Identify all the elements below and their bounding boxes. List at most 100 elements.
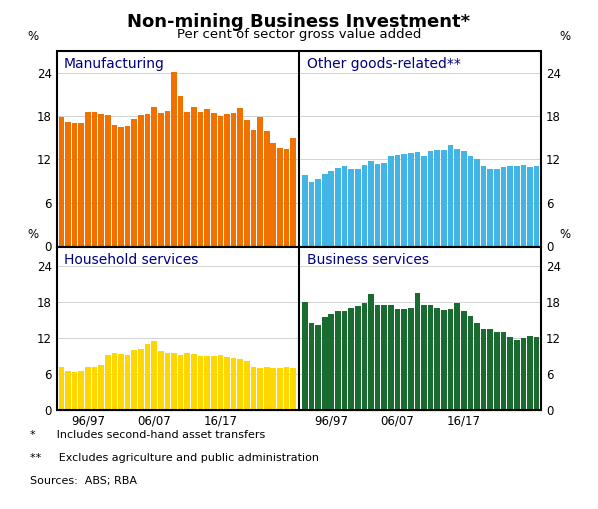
Text: Non-mining Business Investment*: Non-mining Business Investment* [127, 13, 471, 31]
Bar [270, 368, 276, 410]
Bar [494, 332, 500, 410]
Bar [454, 149, 460, 246]
Bar [91, 111, 97, 246]
Bar [375, 163, 380, 246]
Bar [514, 166, 520, 246]
Bar [481, 329, 486, 410]
Bar [191, 107, 197, 246]
Bar [448, 309, 453, 410]
Bar [487, 169, 493, 246]
Bar [341, 166, 347, 246]
Bar [322, 174, 328, 246]
Bar [309, 323, 315, 410]
Text: Sources:  ABS; RBA: Sources: ABS; RBA [30, 476, 137, 486]
Bar [264, 131, 270, 246]
Text: %: % [560, 30, 571, 43]
Bar [184, 353, 190, 410]
Bar [302, 175, 307, 246]
Bar [198, 111, 203, 246]
Bar [428, 151, 434, 246]
Bar [211, 113, 216, 246]
Bar [171, 72, 177, 246]
Bar [395, 155, 400, 246]
Bar [218, 355, 223, 410]
Bar [59, 118, 64, 246]
Bar [388, 156, 393, 246]
Bar [527, 336, 533, 410]
Bar [401, 154, 407, 246]
Bar [178, 96, 184, 246]
Text: %: % [27, 30, 38, 43]
Text: Household services: Household services [64, 253, 199, 267]
Bar [78, 123, 84, 246]
Bar [72, 123, 78, 246]
Bar [277, 368, 283, 410]
Bar [309, 182, 315, 246]
Bar [138, 349, 144, 410]
Bar [158, 113, 164, 246]
Bar [474, 159, 480, 246]
Bar [251, 130, 257, 246]
Bar [302, 302, 307, 410]
Bar [164, 111, 170, 246]
Bar [335, 311, 341, 410]
Bar [151, 341, 157, 410]
Bar [468, 316, 473, 410]
Text: Business services: Business services [307, 253, 429, 267]
Bar [138, 115, 144, 246]
Bar [98, 115, 104, 246]
Bar [461, 151, 466, 246]
Bar [408, 153, 414, 246]
Bar [461, 311, 466, 410]
Bar [382, 305, 387, 410]
Bar [448, 146, 453, 246]
Bar [224, 357, 230, 410]
Bar [105, 115, 111, 246]
Bar [237, 108, 243, 246]
Bar [125, 126, 130, 246]
Bar [65, 371, 71, 410]
Bar [78, 372, 84, 410]
Bar [355, 306, 361, 410]
Bar [98, 365, 104, 410]
Bar [401, 309, 407, 410]
Bar [382, 163, 387, 246]
Bar [171, 353, 177, 410]
Bar [112, 125, 117, 246]
Bar [85, 366, 91, 410]
Bar [291, 138, 296, 246]
Bar [132, 350, 137, 410]
Bar [468, 156, 473, 246]
Bar [145, 345, 150, 410]
Bar [454, 303, 460, 410]
Bar [507, 337, 513, 410]
Bar [85, 112, 91, 246]
Bar [257, 118, 263, 246]
Bar [125, 355, 130, 410]
Bar [283, 149, 289, 246]
Bar [291, 368, 296, 410]
Bar [474, 323, 480, 410]
Bar [132, 119, 137, 246]
Bar [257, 368, 263, 410]
Bar [244, 120, 249, 246]
Bar [91, 366, 97, 410]
Bar [322, 317, 328, 410]
Bar [441, 150, 447, 246]
Bar [191, 354, 197, 410]
Bar [244, 361, 249, 410]
Bar [441, 309, 447, 410]
Bar [205, 109, 210, 246]
Text: *      Includes second-hand asset transfers: * Includes second-hand asset transfers [30, 430, 265, 440]
Bar [349, 168, 354, 246]
Bar [514, 340, 520, 410]
Bar [270, 143, 276, 246]
Bar [218, 116, 223, 246]
Bar [362, 165, 367, 246]
Bar [507, 166, 513, 246]
Bar [434, 308, 440, 410]
Bar [105, 355, 111, 410]
Bar [65, 122, 71, 246]
Bar [211, 356, 216, 410]
Bar [368, 294, 374, 410]
